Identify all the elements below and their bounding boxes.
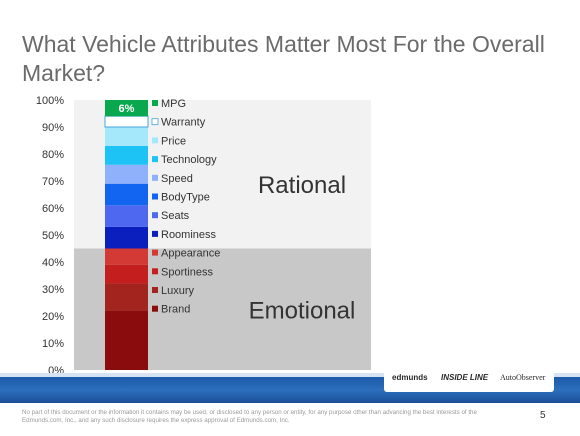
logo-area bbox=[384, 368, 554, 392]
legend-label-mpg: MPG bbox=[161, 98, 186, 110]
rational-label: Rational bbox=[258, 172, 346, 199]
y-tick-label: 90% bbox=[42, 122, 64, 134]
bar-segment-warranty bbox=[104, 115, 149, 128]
y-tick-label: 60% bbox=[42, 203, 64, 215]
footer-band-light bbox=[0, 373, 580, 379]
legend-swatch-technology bbox=[152, 156, 158, 163]
bar-segment-speed bbox=[105, 164, 148, 184]
y-tick-label: 30% bbox=[42, 284, 64, 296]
legend-swatch-warranty bbox=[151, 118, 159, 126]
legend-label-technology: Technology bbox=[161, 154, 217, 166]
legend-swatch-brand bbox=[152, 305, 158, 312]
bar-segment-seats bbox=[105, 205, 148, 227]
legend-label-price: Price bbox=[161, 135, 186, 147]
legend-swatch-appearance bbox=[152, 249, 158, 256]
legend-label-roominess: Roominess bbox=[161, 229, 217, 241]
legend-label-sportiness: Sportiness bbox=[161, 266, 213, 278]
legend-swatch-luxury bbox=[152, 287, 158, 293]
legend-swatch-speed bbox=[152, 174, 158, 181]
bar-segment-bodytype bbox=[105, 183, 148, 206]
bar-segment-sportiness bbox=[105, 264, 148, 284]
edmunds-logo: edmunds bbox=[392, 373, 428, 382]
legend-label-appearance: Appearance bbox=[161, 248, 220, 260]
legend-label-luxury: Luxury bbox=[161, 285, 195, 297]
page-number: 5 bbox=[540, 410, 546, 421]
legend-swatch-bodytype bbox=[152, 193, 158, 200]
legend-label-brand: Brand bbox=[161, 304, 190, 316]
y-tick-label: 10% bbox=[42, 338, 64, 350]
stacked-bar-chart: 0%10%20%30%40%50%60%70%80%90%100%6% MPGWa… bbox=[36, 95, 371, 377]
emotional-label: Emotional bbox=[249, 298, 356, 325]
y-tick-label: 100% bbox=[36, 95, 64, 107]
legend-label-bodytype: BodyType bbox=[161, 192, 210, 204]
legend-label-speed: Speed bbox=[161, 173, 193, 185]
bar-segment-luxury bbox=[105, 283, 148, 311]
legend-swatch-sportiness bbox=[152, 268, 158, 275]
bar-segment-technology bbox=[105, 145, 148, 165]
bar-segment-appearance bbox=[105, 248, 148, 265]
legend-swatch-roominess bbox=[152, 230, 158, 237]
autoobserver-logo: AutoObserver bbox=[500, 373, 546, 382]
legend-label-seats: Seats bbox=[161, 210, 190, 222]
legend-swatch-seats bbox=[152, 212, 158, 219]
y-tick-label: 40% bbox=[42, 257, 64, 269]
disclaimer-text: No part of this document or the informat… bbox=[22, 409, 477, 424]
y-tick-label: 50% bbox=[42, 230, 64, 242]
data-label: 6% bbox=[119, 103, 135, 115]
legend-swatch-price bbox=[152, 137, 158, 144]
y-tick-label: 20% bbox=[42, 311, 64, 323]
bar-segment-mpg bbox=[105, 100, 148, 117]
y-tick-label: 80% bbox=[42, 149, 64, 161]
insideline-logo: INSIDE LINE bbox=[441, 373, 489, 382]
legend-label-warranty: Warranty bbox=[161, 117, 206, 129]
bar-segment-brand bbox=[105, 310, 148, 370]
slide-title: What Vehicle Attributes Matter Most For … bbox=[22, 31, 545, 86]
bar-segment-price bbox=[105, 127, 148, 146]
y-tick-label: 70% bbox=[42, 176, 64, 188]
legend-swatch-mpg bbox=[152, 100, 158, 106]
bar-segment-roominess bbox=[105, 226, 148, 249]
